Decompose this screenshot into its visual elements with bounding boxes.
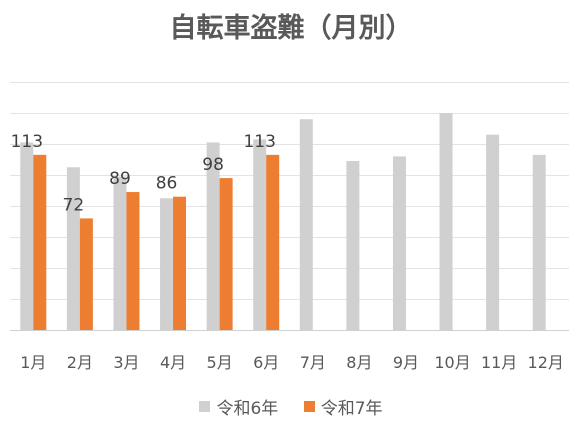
bar-series-1 [299, 119, 313, 330]
bar-series-1 [20, 142, 34, 330]
x-tick-label: 4月 [160, 353, 186, 372]
x-tick-label: 3月 [113, 353, 139, 372]
bar-series-1 [439, 113, 453, 330]
bar-series-2 [266, 154, 280, 330]
plot-area: 113 1月 72 2月 89 3月 86 4月 98 5月 113 6月 7月 8月 9月 10月 11月 12… [10, 82, 569, 372]
bar-series-1 [392, 156, 406, 330]
bar-series-1 [253, 139, 267, 330]
legend-swatch-series-2 [303, 401, 315, 412]
data-label: 89 [109, 169, 131, 189]
x-tick-label: 2月 [67, 353, 93, 372]
x-tick-label: 8月 [346, 353, 372, 372]
bar-series-2 [126, 192, 140, 330]
x-tick-label: 5月 [207, 353, 233, 372]
legend-item-series-1: 令和6年 [199, 394, 278, 419]
x-tick-label: 1月 [20, 353, 46, 372]
x-tick-label: 10月 [434, 353, 470, 372]
bar-series-1 [66, 167, 80, 330]
legend-label-series-2: 令和7年 [320, 399, 383, 419]
legend-label-series-1: 令和6年 [216, 399, 279, 419]
bar-series-2 [219, 178, 233, 330]
bar-series-1 [532, 154, 546, 330]
chart-title: 自転車盗難（月別） [169, 13, 413, 44]
bar-series-2 [33, 154, 47, 330]
bar-series-2 [173, 196, 187, 330]
x-tick-label: 11月 [481, 353, 517, 372]
bar-series-1 [113, 176, 127, 330]
legend-item-series-2: 令和7年 [303, 394, 383, 419]
x-tick-label: 9月 [393, 353, 419, 372]
legend: 令和6年 令和7年 [0, 394, 582, 419]
bar-series-1 [486, 134, 500, 330]
bar-series-1 [206, 142, 220, 330]
bar-series-2 [79, 218, 93, 330]
data-label: 113 [11, 132, 43, 152]
bar-series-1 [346, 161, 360, 330]
bar-series-1 [160, 198, 174, 330]
data-label: 98 [202, 155, 224, 175]
legend-swatch-series-1 [199, 401, 211, 412]
data-label: 113 [243, 132, 275, 152]
data-label: 86 [156, 174, 178, 194]
x-tick-label: 12月 [528, 353, 564, 372]
x-tick-label: 7月 [300, 353, 326, 372]
x-tick-label: 6月 [253, 353, 279, 372]
data-label: 72 [63, 195, 85, 215]
